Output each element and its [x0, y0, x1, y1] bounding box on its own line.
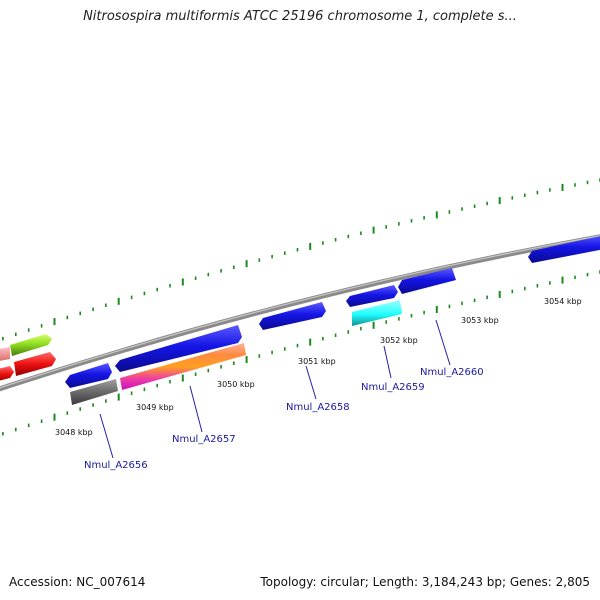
leader-line: [383, 345, 392, 379]
gene-feature-pink[interactable]: [0, 347, 10, 362]
leader-line: [189, 385, 203, 433]
scale-label: 3048 kbp: [55, 428, 93, 437]
gene-feature-blue[interactable]: [115, 325, 242, 372]
scale-label: 3054 kbp: [544, 297, 582, 306]
scale-label: 3053 kbp: [461, 316, 499, 325]
gene-label-nmul-a2658[interactable]: Nmul_A2658: [286, 402, 350, 413]
leader-line: [99, 413, 114, 459]
scale-label: 3051 kbp: [298, 357, 336, 366]
accession-text: Accession: NC_007614: [9, 575, 146, 589]
gene-feature-blue[interactable]: [65, 363, 112, 388]
gene-label-nmul-a2660[interactable]: Nmul_A2660: [420, 367, 484, 378]
gene-feature-red[interactable]: [0, 366, 14, 382]
gene-label-nmul-a2659[interactable]: Nmul_A2659: [361, 382, 425, 393]
lower-tick-track: [2, 270, 600, 436]
upper-tick-track: [2, 178, 600, 341]
gene-feature-blue[interactable]: [259, 302, 326, 330]
gene-feature-gray[interactable]: [70, 379, 118, 405]
gene-feature-multicolor[interactable]: [120, 343, 246, 390]
gene-feature-green[interactable]: [10, 334, 52, 356]
chromosome-backbone-highlight: [0, 235, 600, 389]
gene-feature-blue[interactable]: [398, 268, 456, 294]
gene-label-nmul-a2656[interactable]: Nmul_A2656: [84, 460, 148, 471]
scale-label: 3050 kbp: [217, 380, 255, 389]
chromosome-backbone: [0, 234, 600, 392]
gene-feature-blue[interactable]: [528, 234, 600, 263]
sequence-summary: Topology: circular; Length: 3,184,243 bp…: [260, 575, 590, 589]
gene-feature-cyan[interactable]: [352, 300, 402, 326]
leader-line: [305, 365, 317, 400]
leader-line: [435, 319, 451, 366]
gene-feature-blue[interactable]: [346, 285, 398, 307]
sequence-title: Nitrosospira multiformis ATCC 25196 chro…: [83, 9, 517, 24]
gene-label-nmul-a2657[interactable]: Nmul_A2657: [172, 434, 236, 445]
gene-feature-red[interactable]: [14, 352, 56, 376]
scale-label: 3049 kbp: [136, 403, 174, 412]
scale-label: 3052 kbp: [380, 336, 418, 345]
